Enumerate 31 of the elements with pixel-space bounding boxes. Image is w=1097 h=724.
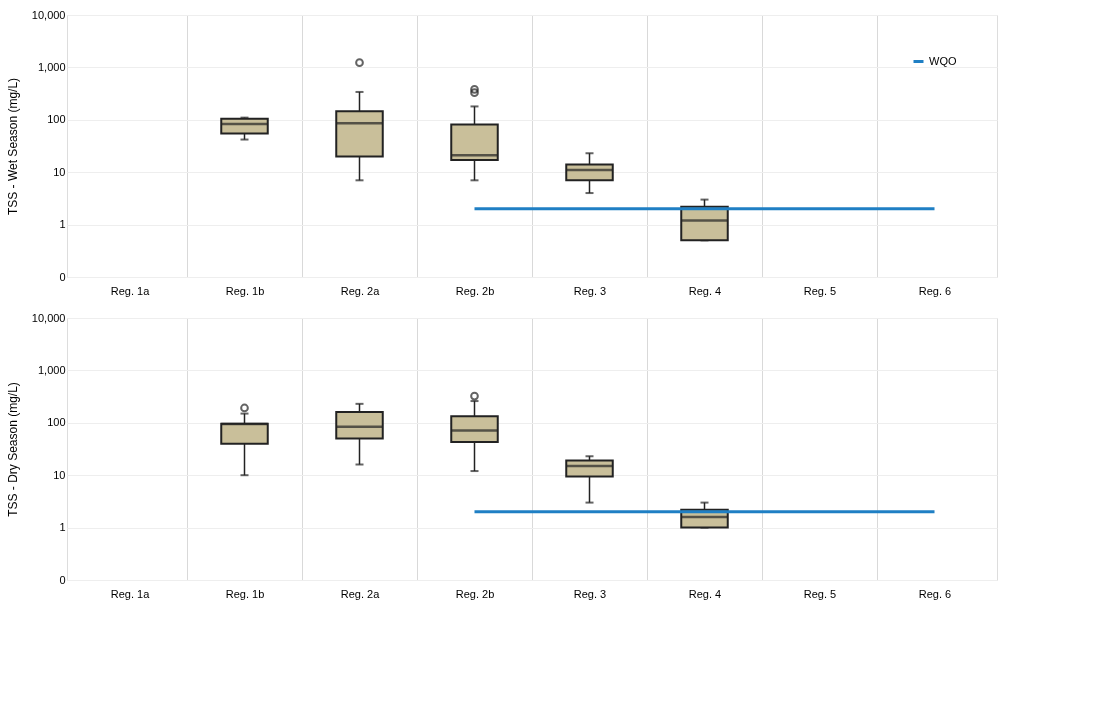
y-tick-label: 100 xyxy=(47,113,66,126)
y-tick-label: 1,000 xyxy=(37,60,66,73)
x-tick-label: Reg. 1a xyxy=(110,587,151,600)
x-tick-label: Reg. 1b xyxy=(225,284,265,297)
y-axis-title: TSS - Dry Season (mg/L) xyxy=(5,382,20,517)
x-tick-label: Reg. 4 xyxy=(688,284,722,297)
y-tick-label: 100 xyxy=(47,416,66,429)
x-tick-label: Reg. 5 xyxy=(803,587,837,600)
x-tick-label: Reg. 4 xyxy=(688,587,722,600)
y-tick-label: 10,000 xyxy=(31,8,66,21)
legend-label: WQO xyxy=(929,54,957,67)
y-tick-label: 1 xyxy=(59,218,66,231)
x-tick-label: Reg. 1b xyxy=(225,587,265,600)
y-tick-label: 10 xyxy=(53,165,66,178)
y-tick-label: 1 xyxy=(59,521,66,534)
y-tick-label: 0 xyxy=(59,270,66,283)
x-tick-label: Reg. 5 xyxy=(803,284,837,297)
x-tick-label: Reg. 6 xyxy=(918,284,952,297)
x-tick-label: Reg. 2b xyxy=(455,587,495,600)
x-tick-label: Reg. 2a xyxy=(340,284,381,297)
x-tick-label: Reg. 2b xyxy=(455,284,495,297)
y-tick-label: 10,000 xyxy=(31,311,66,324)
y-tick-label: 10 xyxy=(53,468,66,481)
y-axis-title: TSS - Wet Season (mg/L) xyxy=(5,77,20,216)
y-tick-label: 1,000 xyxy=(37,363,66,376)
x-tick-label: Reg. 3 xyxy=(573,284,607,297)
x-tick-label: Reg. 1a xyxy=(110,284,151,297)
y-tick-label: 0 xyxy=(59,573,66,586)
x-tick-label: Reg. 3 xyxy=(573,587,607,600)
x-tick-label: Reg. 2a xyxy=(340,587,381,600)
x-tick-label: Reg. 6 xyxy=(918,587,952,600)
